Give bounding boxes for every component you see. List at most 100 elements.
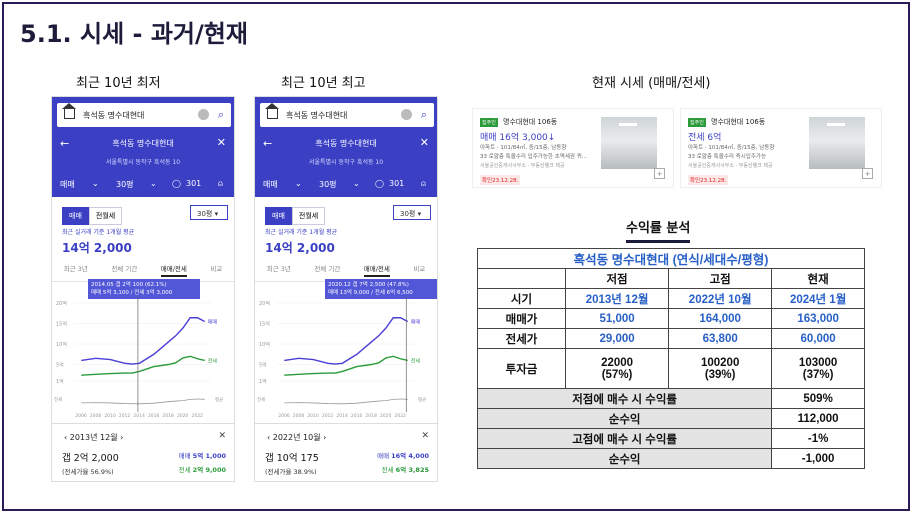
cell: 29,000 <box>564 328 670 349</box>
close-icon[interactable]: ✕ <box>421 431 429 441</box>
close-icon[interactable]: ✕ <box>419 136 429 149</box>
toggle-rent[interactable]: 전월세 <box>291 207 326 225</box>
y-tick-label: 10억 <box>259 341 270 348</box>
search-bar[interactable]: 흑석동 명수대현대 ⌕ <box>57 103 231 127</box>
selected-date[interactable]: ‹ 2022년 10월 › <box>267 433 327 442</box>
x-tick-label: 2022 <box>394 413 406 419</box>
row-label: 투자금 <box>477 348 566 389</box>
chevron-down-icon: ⌄ <box>92 179 99 188</box>
confirm-badge: 확인23.12.28. <box>480 175 521 185</box>
room-photo[interactable] <box>601 117 657 169</box>
owner-badge: 집주인 <box>688 118 706 127</box>
series-line-gap <box>81 398 205 405</box>
summary-label: 저점에 매수 시 수익률 <box>476 388 773 409</box>
listing-card-rent[interactable]: 집주인 명수대현대 106동 전세 6억 아파트 · 101/84㎡, 중/15… <box>680 108 882 188</box>
tab-recent-3y[interactable]: 최근 3년 <box>266 265 291 273</box>
filter-trade[interactable]: 매매 <box>60 180 75 189</box>
confirm-badge: 확인23.12.28. <box>688 175 729 185</box>
back-arrow-icon[interactable]: ← <box>60 137 70 150</box>
x-tick-label: 2012 <box>119 413 131 419</box>
summary-value: 509% <box>771 388 865 409</box>
legend-label: 전세 <box>411 357 421 364</box>
recent-price: 14억 2,000 <box>265 241 335 255</box>
cell: 2024년 1월 <box>771 288 865 309</box>
col-header: 현재 <box>771 268 865 289</box>
trade-value-row: 매매 5억 1,000 <box>178 452 226 460</box>
home-icon <box>265 103 279 119</box>
size-select[interactable]: 30평 ▾ <box>190 205 228 220</box>
comment-icon[interactable]: ◯ <box>172 179 181 188</box>
recent-price: 14억 2,000 <box>62 241 132 255</box>
price-chart[interactable]: 20억 15억 10억 5억 1억 2006 2008 2010 2012 2014 2016 201… <box>52 297 235 422</box>
legend-label: 평균 <box>418 396 426 403</box>
close-icon[interactable]: ✕ <box>218 431 226 441</box>
y-tick-label: 1억 <box>56 378 64 385</box>
rent-value-row: 전세 2억 9,000 <box>178 466 226 474</box>
complex-name: 흑석동 명수대현대 <box>315 139 377 148</box>
x-tick-label: 2020 <box>380 413 392 419</box>
clear-icon[interactable] <box>401 109 412 120</box>
series-line-trade <box>284 317 409 365</box>
complex-name: 흑석동 명수대현대 <box>112 139 174 148</box>
x-tick-label: 2020 <box>177 413 189 419</box>
chart-tooltip: 2014.05 갭 2억 100 (62.1%) 매매 5억 3,100 / 전세… <box>88 279 200 299</box>
search-icon[interactable]: ⌕ <box>217 108 224 121</box>
search-bar[interactable]: 흑석동 명수대현대 ⌕ <box>260 103 434 127</box>
filter-size[interactable]: 30평 <box>116 180 134 189</box>
roi-title: 수익률 분석 <box>626 217 691 243</box>
listing-card-trade[interactable]: 집주인 명수대현대 106동 매매 16억 3,000↓ 아파트 · 101/8… <box>472 108 674 188</box>
tab-compare[interactable]: 비교 <box>413 265 426 273</box>
tab-recent-3y[interactable]: 최근 3년 <box>63 265 88 273</box>
tab-all-period[interactable]: 전체 기간 <box>314 265 341 273</box>
toggle-trade[interactable]: 매매 <box>265 207 292 225</box>
listing-name: 명수대현대 106동 <box>711 118 766 126</box>
filter-size[interactable]: 30평 <box>319 180 337 189</box>
back-arrow-icon[interactable]: ← <box>263 137 273 150</box>
roi-table: 흑석동 명수대현대 (연식/세대수/평형) 저점 고점 현재 시기 2013년 12월… <box>476 248 865 469</box>
summary-label: 고점에 매수 시 수익률 <box>476 428 773 449</box>
tab-trade-rent[interactable]: 매매/전세 <box>160 263 187 277</box>
cell: 22000 (57%) <box>564 348 670 389</box>
checkbox-icon[interactable]: + <box>654 168 665 179</box>
series-line-rent <box>81 355 205 376</box>
home-icon <box>62 103 76 119</box>
price-chart[interactable]: 20억 15억 10억 5억 1억 2006 2008 2010 2012 2014 2016 201… <box>255 297 438 422</box>
toggle-trade[interactable]: 매매 <box>62 207 89 225</box>
tab-all-period[interactable]: 전체 기간 <box>111 265 138 273</box>
tab-compare[interactable]: 비교 <box>210 265 223 273</box>
x-tick-label: 2006 <box>278 413 290 419</box>
room-photo[interactable] <box>809 117 865 169</box>
x-tick-label: 2014 <box>133 413 145 419</box>
cell: 63,800 <box>668 328 773 349</box>
selected-date[interactable]: ‹ 2013년 12월 › <box>64 433 124 442</box>
jeonse-ratio: (전세가율 56.9%) <box>62 468 114 476</box>
recent-label: 최근 실거래 기준 1개월 평균 <box>265 229 338 236</box>
clear-icon[interactable] <box>198 109 209 120</box>
x-tick-label: 2016 <box>148 413 160 419</box>
gap-value: 갭 2억 2,000 <box>62 453 119 464</box>
toggle-rent[interactable]: 전월세 <box>88 207 123 225</box>
jeonse-ratio: (전세가율 38.9%) <box>265 468 317 476</box>
y-tick-label: 1억 <box>259 378 267 385</box>
tab-trade-rent[interactable]: 매매/전세 <box>363 263 390 277</box>
recent-label: 최근 실거래 기준 1개월 평균 <box>62 229 135 236</box>
summary-value: -1,000 <box>771 448 865 469</box>
phone-screen-highest: 흑석동 명수대현대 ⌕ ← 흑석동 명수대현대 ✕ 서울특별시 동작구 흑석동 … <box>254 96 438 482</box>
size-select[interactable]: 30평 ▾ <box>393 205 431 220</box>
bell-icon[interactable]: ⍝ <box>421 179 426 188</box>
legend-label: 매매 <box>208 318 218 325</box>
owner-badge: 집주인 <box>480 118 498 127</box>
close-icon[interactable]: ✕ <box>216 136 226 149</box>
search-icon[interactable]: ⌕ <box>420 108 427 121</box>
cell: 163,000 <box>771 308 865 329</box>
filter-trade[interactable]: 매매 <box>263 180 278 189</box>
y-tick-label: 20억 <box>259 300 270 307</box>
bell-icon[interactable]: ⍝ <box>218 179 223 188</box>
col-header: 고점 <box>668 268 773 289</box>
checkbox-icon[interactable]: + <box>862 168 873 179</box>
summary-value: 112,000 <box>771 408 865 429</box>
comment-icon[interactable]: ◯ <box>375 179 384 188</box>
gap-value: 갭 10억 175 <box>265 453 319 464</box>
cell: 103000 (37%) <box>771 348 865 389</box>
